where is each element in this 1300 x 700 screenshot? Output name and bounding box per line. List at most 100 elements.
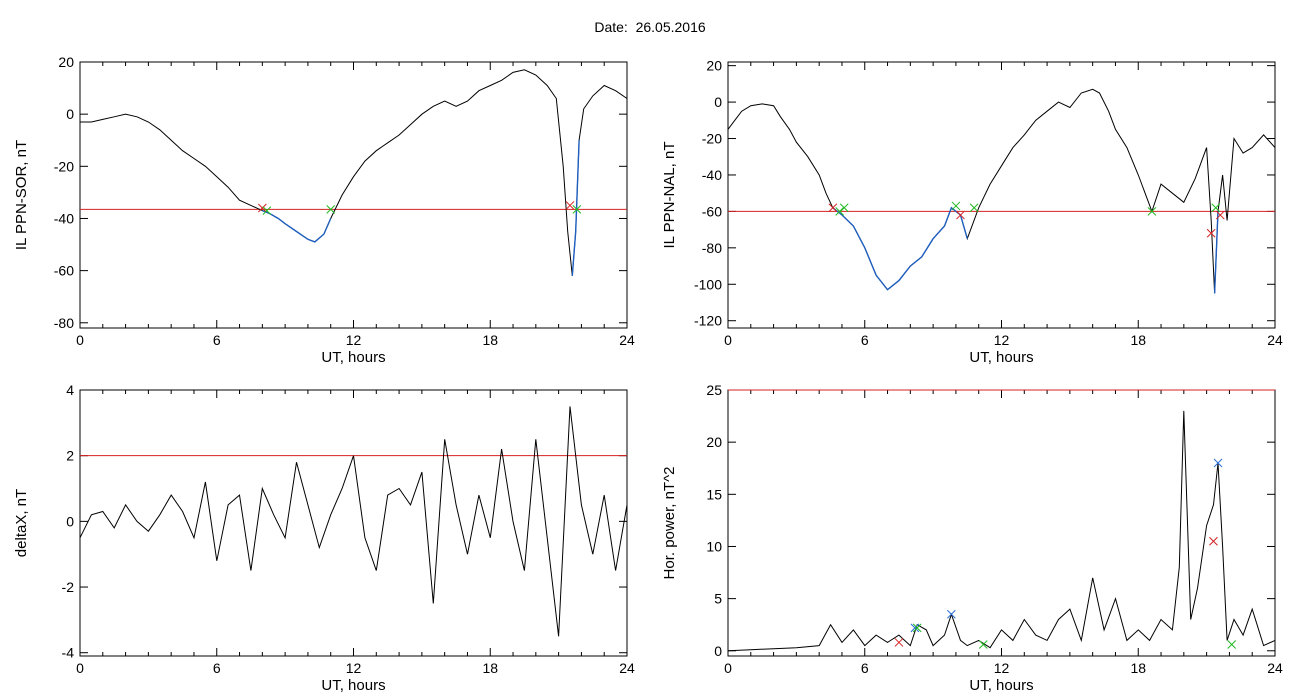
y-tick-label: 0 xyxy=(714,94,722,110)
cross-stroke-b xyxy=(1206,228,1216,238)
figure-title: Date: 26.05.2016 xyxy=(594,19,706,35)
series-line xyxy=(79,406,628,637)
cross-stroke-b xyxy=(912,623,922,633)
x-axis-label: UT, hours xyxy=(969,677,1033,694)
y-tick-label: -2 xyxy=(62,579,75,595)
plot-frame xyxy=(727,389,1276,657)
series-line xyxy=(727,88,1276,294)
cross-stroke-b xyxy=(951,201,961,211)
panel-horizontal-power: 0 6 12 18 24 0 5 10 15 20 25 UT, hours Hor. power, n… xyxy=(661,382,1283,694)
cross-marker xyxy=(1215,210,1225,220)
cross-marker xyxy=(956,210,965,220)
y-tick-label: -20 xyxy=(54,158,74,174)
y-tick-label: 0 xyxy=(66,106,74,122)
x-axis-label: UT, hours xyxy=(321,349,385,366)
x-tick-label: 18 xyxy=(1130,660,1146,676)
x-tick-label: 0 xyxy=(724,332,732,348)
cross-stroke-b xyxy=(910,623,920,633)
series-line xyxy=(727,410,1276,652)
cross-stroke-b xyxy=(969,203,979,213)
plot-frame xyxy=(79,389,628,657)
cross-marker xyxy=(894,638,904,647)
x-tick-label: 6 xyxy=(213,332,221,348)
y-tick-label: 20 xyxy=(58,54,74,70)
y-tick-label: -60 xyxy=(54,263,74,279)
y-axis-label: Hor. power, nT^2 xyxy=(661,467,678,580)
x-tick-label: 12 xyxy=(346,660,362,676)
y-tick-label: -20 xyxy=(702,131,722,147)
panel-il-ppn-nal: 0 6 12 18 24 -120 -100 -80 -60 -40 -20 0 20 UT, hours… xyxy=(661,58,1283,366)
panel-il-ppn-sor: 0 6 12 18 24 -80 -60 -40 -20 0 20 UT, hours IL PPN-S… xyxy=(13,54,635,366)
event-segment xyxy=(571,140,580,276)
cross-stroke-b xyxy=(1211,203,1221,213)
cross-marker xyxy=(1209,536,1218,546)
x-tick-label: 0 xyxy=(76,660,84,676)
x-axis-label: UT, hours xyxy=(321,677,385,694)
cross-marker xyxy=(1211,203,1221,213)
y-tick-label: -4 xyxy=(62,645,75,661)
cross-marker xyxy=(1213,458,1223,468)
event-segment xyxy=(832,206,968,291)
y-axis-label: IL PPN-SOR, nT xyxy=(13,140,30,250)
cross-marker xyxy=(1206,228,1216,238)
x-tick-label: 6 xyxy=(861,332,869,348)
x-tick-label: 24 xyxy=(1267,660,1283,676)
cross-stroke-b xyxy=(835,207,845,216)
cross-stroke-b xyxy=(839,203,849,213)
x-tick-label: 0 xyxy=(76,332,84,348)
series-line xyxy=(80,69,628,276)
y-tick-label: 2 xyxy=(66,448,74,464)
cross-stroke-b xyxy=(565,201,575,210)
y-tick-label: 5 xyxy=(714,591,722,607)
plot-frame xyxy=(79,61,628,329)
y-tick-label: -60 xyxy=(702,203,722,219)
cross-stroke-b xyxy=(262,206,272,216)
cross-stroke-b xyxy=(1213,458,1223,468)
cross-marker xyxy=(978,640,988,649)
cross-stroke-b xyxy=(1227,640,1237,649)
event-segment xyxy=(1213,211,1219,294)
cross-marker xyxy=(969,203,979,213)
cross-marker xyxy=(951,201,961,211)
cross-marker xyxy=(572,204,582,214)
cross-stroke-b xyxy=(326,204,336,214)
cross-stroke-b xyxy=(956,210,965,220)
x-tick-label: 12 xyxy=(994,332,1010,348)
y-tick-label: 4 xyxy=(66,382,74,398)
plot-frame xyxy=(727,61,1276,329)
x-tick-label: 0 xyxy=(724,660,732,676)
y-tick-label: -100 xyxy=(694,276,722,292)
cross-marker xyxy=(326,204,336,214)
cross-marker xyxy=(835,207,845,216)
y-tick-label: 20 xyxy=(706,434,722,450)
x-tick-label: 24 xyxy=(619,332,635,348)
cross-marker xyxy=(912,623,922,633)
y-tick-label: 0 xyxy=(714,643,722,659)
cross-marker xyxy=(262,206,272,216)
x-tick-label: 24 xyxy=(619,660,635,676)
y-tick-label: 15 xyxy=(706,486,722,502)
cross-stroke-b xyxy=(1209,536,1218,546)
x-tick-label: 12 xyxy=(346,332,362,348)
cross-stroke-b xyxy=(947,609,956,619)
cross-marker xyxy=(565,201,575,210)
x-tick-label: 24 xyxy=(1267,332,1283,348)
y-tick-label: -40 xyxy=(54,210,74,226)
cross-stroke-b xyxy=(978,640,988,649)
x-tick-label: 18 xyxy=(482,660,498,676)
cross-stroke-b xyxy=(894,638,904,647)
y-tick-label: 10 xyxy=(706,538,722,554)
y-axis-label: deltaX, nT xyxy=(13,489,30,557)
y-tick-label: 25 xyxy=(706,382,722,398)
cross-stroke-b xyxy=(828,203,838,213)
y-tick-label: -40 xyxy=(702,167,722,183)
cross-marker xyxy=(257,203,267,213)
x-tick-label: 18 xyxy=(482,332,498,348)
x-tick-label: 6 xyxy=(861,660,869,676)
cross-marker xyxy=(947,609,956,619)
cross-stroke-b xyxy=(1147,207,1157,216)
x-axis-label: UT, hours xyxy=(969,349,1033,366)
y-axis-label: IL PPN-NAL, nT xyxy=(661,142,678,249)
event-segment xyxy=(262,209,332,243)
